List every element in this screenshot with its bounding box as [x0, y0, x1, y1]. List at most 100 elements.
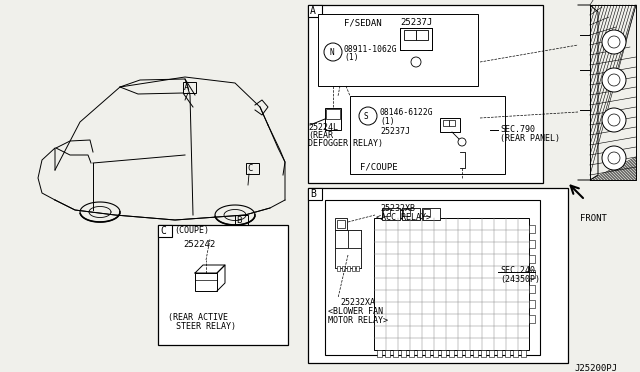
Bar	[195, 273, 217, 291]
Text: STEER RELAY): STEER RELAY)	[176, 322, 236, 331]
Circle shape	[411, 57, 421, 67]
Bar	[383, 209, 390, 216]
Text: 25232XB: 25232XB	[380, 204, 415, 213]
Bar	[409, 350, 414, 357]
Bar	[335, 230, 361, 268]
Text: FRONT: FRONT	[580, 214, 607, 223]
Text: (24350P): (24350P)	[500, 275, 540, 284]
Text: 25224L: 25224L	[308, 123, 338, 132]
Bar	[400, 28, 432, 50]
Text: 08146-6122G: 08146-6122G	[380, 108, 434, 117]
Bar	[308, 188, 568, 363]
Text: <ACC RELAY>: <ACC RELAY>	[376, 213, 431, 222]
Circle shape	[458, 138, 466, 146]
Bar	[425, 350, 430, 357]
Bar	[335, 230, 348, 248]
Bar	[335, 248, 361, 268]
Bar	[385, 350, 390, 357]
Bar	[505, 350, 510, 357]
Text: SEC.790: SEC.790	[500, 125, 535, 134]
Bar	[497, 350, 502, 357]
Bar	[457, 350, 462, 357]
Bar	[325, 108, 341, 130]
Bar	[347, 266, 350, 271]
Bar	[401, 350, 406, 357]
Bar	[529, 315, 535, 323]
Bar	[335, 218, 347, 230]
Circle shape	[602, 30, 626, 54]
Circle shape	[608, 114, 620, 126]
Text: F/COUPE: F/COUPE	[360, 162, 397, 171]
Text: 25232XA: 25232XA	[340, 298, 375, 307]
Circle shape	[602, 146, 626, 170]
Circle shape	[602, 108, 626, 132]
Bar	[521, 350, 526, 357]
Bar	[529, 255, 535, 263]
Text: <BLOWER FAN: <BLOWER FAN	[328, 307, 383, 316]
Bar	[529, 270, 535, 278]
Bar	[529, 300, 535, 308]
Bar	[403, 209, 410, 216]
Bar	[449, 350, 454, 357]
Bar	[529, 240, 535, 248]
Bar	[308, 5, 322, 17]
Text: (REAR ACTIVE: (REAR ACTIVE	[168, 313, 228, 322]
Bar	[382, 208, 400, 220]
Text: C: C	[247, 164, 252, 173]
Text: 08911-1062G: 08911-1062G	[344, 45, 397, 54]
Circle shape	[359, 107, 377, 125]
Bar	[416, 30, 428, 40]
Text: C: C	[160, 226, 166, 236]
Bar	[377, 350, 382, 357]
Bar	[393, 350, 398, 357]
Bar	[404, 30, 416, 40]
Bar	[489, 350, 494, 357]
Text: B: B	[310, 189, 316, 199]
Text: (1): (1)	[380, 117, 395, 126]
Bar	[417, 350, 422, 357]
Bar	[449, 120, 455, 126]
Text: S: S	[364, 112, 369, 121]
Text: 252242: 252242	[183, 240, 215, 249]
Text: 25237J: 25237J	[400, 18, 432, 27]
Circle shape	[608, 74, 620, 86]
Text: A: A	[184, 83, 189, 92]
Bar	[350, 96, 505, 174]
Bar	[183, 82, 196, 93]
Bar	[158, 225, 288, 345]
Bar	[348, 230, 361, 248]
Bar	[308, 188, 322, 200]
Text: B: B	[236, 216, 241, 225]
Bar	[473, 350, 478, 357]
Text: A: A	[310, 6, 316, 16]
Text: (REAR: (REAR	[308, 131, 333, 140]
Text: SEC.240: SEC.240	[500, 266, 535, 275]
Bar	[513, 350, 518, 357]
Bar	[529, 285, 535, 293]
Bar	[433, 350, 438, 357]
Text: (1): (1)	[344, 53, 358, 62]
Bar	[529, 225, 535, 233]
Text: DEFOGGER RELAY): DEFOGGER RELAY)	[308, 139, 383, 148]
Bar	[325, 200, 540, 355]
Bar	[158, 225, 172, 237]
Circle shape	[324, 43, 342, 61]
Bar	[374, 218, 529, 350]
Bar	[235, 215, 248, 226]
Bar	[342, 266, 345, 271]
Text: (COUPE): (COUPE)	[174, 226, 209, 235]
Bar	[337, 266, 340, 271]
Circle shape	[602, 68, 626, 92]
Bar	[326, 109, 340, 119]
Bar	[443, 120, 449, 126]
Bar	[465, 350, 470, 357]
Text: N: N	[329, 48, 333, 57]
Bar	[337, 220, 345, 228]
Bar	[318, 14, 478, 86]
Bar	[308, 5, 543, 183]
Text: F/SEDAN: F/SEDAN	[344, 18, 381, 27]
Bar	[402, 208, 420, 220]
Text: J25200PJ: J25200PJ	[574, 364, 617, 372]
Circle shape	[608, 36, 620, 48]
Bar	[481, 350, 486, 357]
